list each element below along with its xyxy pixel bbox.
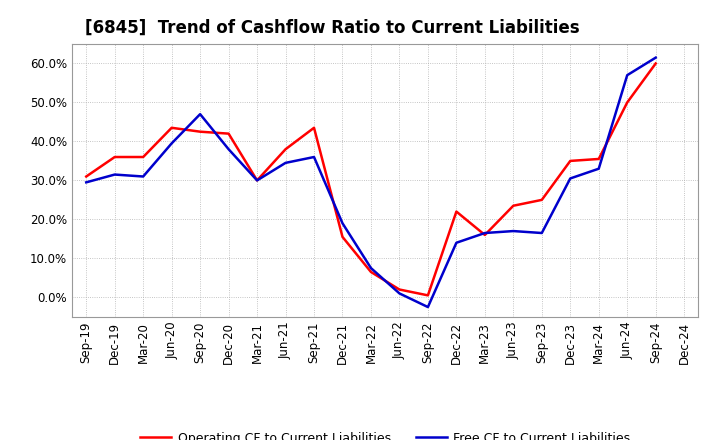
Free CF to Current Liabilities [537,231,546,236]
Operating CF to Current Liabilities [452,209,461,214]
Operating CF to Current Liabilities [366,269,375,275]
Free CF to Current Liabilities [310,154,318,160]
Free CF to Current Liabilities [338,220,347,226]
Free CF to Current Liabilities [595,166,603,171]
Free CF to Current Liabilities [366,265,375,271]
Operating CF to Current Liabilities [595,156,603,161]
Operating CF to Current Liabilities [196,129,204,134]
Free CF to Current Liabilities [139,174,148,179]
Legend: Operating CF to Current Liabilities, Free CF to Current Liabilities: Operating CF to Current Liabilities, Fre… [135,427,635,440]
Operating CF to Current Liabilities [623,100,631,105]
Line: Free CF to Current Liabilities: Free CF to Current Liabilities [86,58,656,307]
Free CF to Current Liabilities [423,304,432,310]
Free CF to Current Liabilities [566,176,575,181]
Free CF to Current Liabilities [225,147,233,152]
Operating CF to Current Liabilities [338,234,347,239]
Operating CF to Current Liabilities [253,178,261,183]
Free CF to Current Liabilities [196,111,204,117]
Operating CF to Current Liabilities [423,293,432,298]
Free CF to Current Liabilities [452,240,461,246]
Free CF to Current Liabilities [509,228,518,234]
Operating CF to Current Liabilities [509,203,518,209]
Operating CF to Current Liabilities [395,287,404,292]
Free CF to Current Liabilities [253,178,261,183]
Free CF to Current Liabilities [395,291,404,296]
Operating CF to Current Liabilities [652,61,660,66]
Free CF to Current Liabilities [82,180,91,185]
Free CF to Current Liabilities [623,73,631,78]
Line: Operating CF to Current Liabilities: Operating CF to Current Liabilities [86,63,656,295]
Operating CF to Current Liabilities [566,158,575,164]
Operating CF to Current Liabilities [480,232,489,238]
Operating CF to Current Liabilities [82,174,91,179]
Free CF to Current Liabilities [110,172,119,177]
Text: [6845]  Trend of Cashflow Ratio to Current Liabilities: [6845] Trend of Cashflow Ratio to Curren… [84,19,579,37]
Operating CF to Current Liabilities [537,197,546,202]
Free CF to Current Liabilities [282,160,290,165]
Free CF to Current Liabilities [167,141,176,146]
Operating CF to Current Liabilities [310,125,318,130]
Operating CF to Current Liabilities [282,147,290,152]
Operating CF to Current Liabilities [225,131,233,136]
Operating CF to Current Liabilities [167,125,176,130]
Operating CF to Current Liabilities [110,154,119,160]
Free CF to Current Liabilities [652,55,660,60]
Free CF to Current Liabilities [480,231,489,236]
Operating CF to Current Liabilities [139,154,148,160]
